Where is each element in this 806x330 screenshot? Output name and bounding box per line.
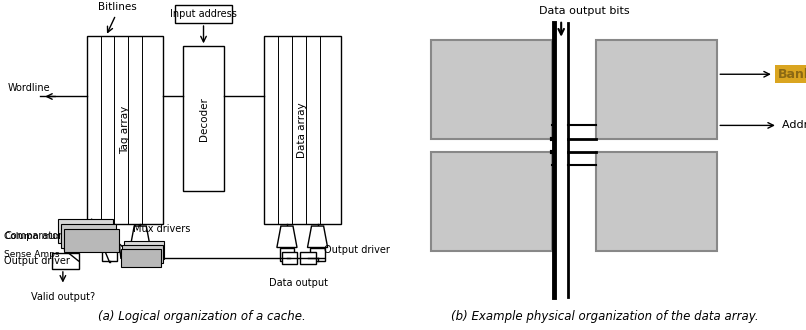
Polygon shape [277, 226, 297, 248]
Bar [300, 252, 316, 265]
Text: Tag array: Tag array [120, 106, 130, 154]
Text: Sense Amps: Sense Amps [4, 249, 60, 259]
Bar [64, 229, 119, 252]
Bar [102, 248, 117, 261]
Text: (b) Example physical organization of the data array.: (b) Example physical organization of the… [451, 311, 758, 323]
Text: Mux drivers: Mux drivers [133, 224, 190, 234]
Text: Decoder: Decoder [198, 97, 209, 141]
Bar [184, 46, 224, 191]
Bar [596, 152, 717, 251]
Text: Bank: Bank [778, 68, 806, 81]
Text: Wordline: Wordline [8, 83, 51, 93]
Text: Output driver: Output driver [4, 256, 70, 266]
Text: Bitlines: Bitlines [98, 2, 137, 12]
Bar [59, 219, 113, 243]
Text: (a) Logical organization of a cache.: (a) Logical organization of a cache. [98, 311, 305, 323]
Bar [264, 36, 341, 224]
Text: Address bits: Address bits [782, 120, 806, 130]
Bar [596, 40, 717, 139]
Polygon shape [100, 226, 120, 248]
Text: Data output bits: Data output bits [539, 7, 629, 16]
Bar [87, 36, 163, 224]
Bar [61, 224, 116, 248]
Text: Comparators: Comparators [4, 231, 67, 241]
Bar [133, 248, 147, 261]
Bar [124, 241, 164, 259]
Text: Valid output?: Valid output? [31, 292, 95, 302]
Text: Output driver: Output driver [324, 245, 389, 255]
Text: Data array: Data array [297, 103, 307, 158]
Text: Input address: Input address [170, 9, 237, 19]
Text: Column muxes: Column muxes [4, 232, 72, 241]
Polygon shape [130, 226, 150, 248]
Bar [310, 248, 325, 261]
Polygon shape [308, 226, 327, 248]
Bar [282, 252, 297, 265]
Bar [176, 5, 232, 23]
Bar [280, 248, 294, 261]
Bar [52, 253, 79, 269]
Text: Data output: Data output [269, 278, 328, 288]
Bar [123, 245, 163, 263]
Bar [431, 40, 552, 139]
Bar [431, 152, 552, 251]
Bar [121, 249, 161, 267]
